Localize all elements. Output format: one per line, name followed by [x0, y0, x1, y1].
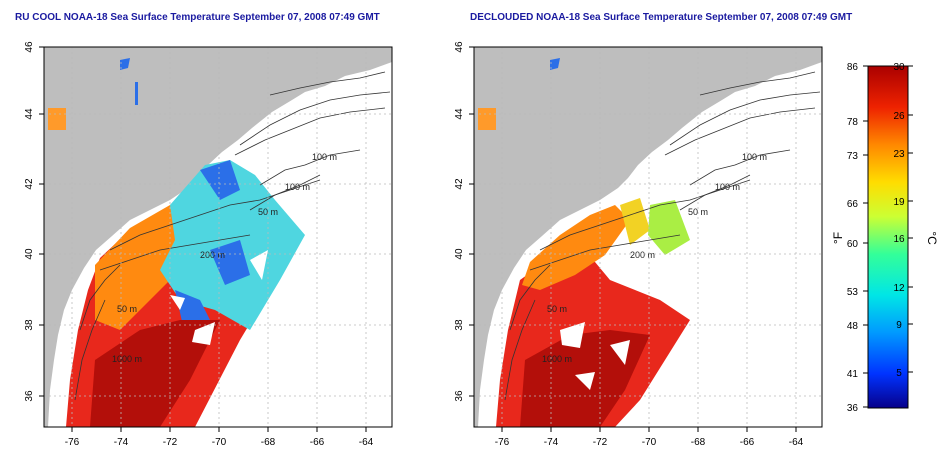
- sst-swath-dark-red: [90, 320, 220, 427]
- sst-declouded-orange: [522, 205, 630, 290]
- contour-label: 50 m: [117, 304, 137, 314]
- left-map-panel: 100 m 100 m 50 m 200 m 50 m 1000 m: [24, 41, 393, 448]
- lon-tick-label: -66: [740, 437, 755, 448]
- right-map-title: DECLOUDED NOAA-18 Sea Surface Temperatur…: [470, 12, 853, 23]
- lon-tick-label: -64: [359, 437, 374, 448]
- contour-label: 100 m: [742, 152, 767, 162]
- contour-label: 1000 m: [112, 354, 142, 364]
- lon-tick-label: -74: [114, 437, 129, 448]
- lat-tick-label: 44: [24, 108, 35, 120]
- lon-tick-label: -64: [789, 437, 804, 448]
- colorbar-c-tick: 30: [893, 62, 905, 73]
- lat-tick-label: 44: [454, 108, 465, 120]
- colorbar-f-tick: 53: [847, 287, 859, 298]
- colorbar-c-tick: 26: [893, 111, 905, 122]
- contour-label: 100 m: [715, 182, 740, 192]
- lon-tick-label: -66: [310, 437, 325, 448]
- colorbar-f-tick: 60: [847, 239, 859, 250]
- left-map-title: RU COOL NOAA-18 Sea Surface Temperature …: [15, 12, 380, 23]
- lat-tick-label: 46: [454, 41, 465, 53]
- lon-tick-label: -68: [691, 437, 706, 448]
- colorbar-f-tick: 78: [847, 117, 859, 128]
- land-mass: [474, 47, 822, 427]
- lat-tick-label: 42: [454, 178, 465, 190]
- sst-declouded-green: [648, 200, 690, 255]
- colorbar-unit-celsius: °C: [925, 231, 939, 245]
- lat-tick-label: 38: [24, 319, 35, 331]
- contour-label: 100 m: [285, 182, 310, 192]
- right-map-panel: 100 m 100 m 50 m 200 m 50 m 1000 m: [454, 41, 823, 448]
- lat-tick-label: 36: [24, 390, 35, 402]
- colorbar-f-tick: 73: [847, 151, 859, 162]
- colorbar-f-tick: 66: [847, 199, 859, 210]
- lat-tick-label: 38: [454, 319, 465, 331]
- colorbar-c-tick: 12: [893, 283, 905, 294]
- colorbar-gradient: [867, 65, 909, 409]
- lat-tick-label: 40: [454, 248, 465, 260]
- colorbar-unit-fahrenheit: °F: [831, 232, 845, 244]
- colorbar-f-tick: 86: [847, 62, 859, 73]
- lat-tick-label: 40: [24, 248, 35, 260]
- lon-tick-label: -70: [642, 437, 657, 448]
- lon-tick-label: -70: [212, 437, 227, 448]
- lon-tick-label: -76: [495, 437, 510, 448]
- lat-tick-label: 46: [24, 41, 35, 53]
- lon-tick-label: -74: [544, 437, 559, 448]
- colorbar-c-tick: 16: [893, 234, 905, 245]
- grid-lines: [474, 47, 822, 427]
- lon-tick-label: -68: [261, 437, 276, 448]
- lat-tick-label: 42: [24, 178, 35, 190]
- colorbar-c-tick: 19: [893, 197, 905, 208]
- lon-tick-label: -72: [163, 437, 178, 448]
- colorbar-c-tick: 23: [893, 149, 905, 160]
- colorbar: 86 78 73 66 60 53 48 41 36 30 26 23 19 1…: [831, 62, 939, 414]
- colorbar-c-tick: 9: [896, 320, 902, 331]
- contour-label: 100 m: [312, 152, 337, 162]
- colorbar-f-tick: 48: [847, 321, 859, 332]
- lon-tick-label: -72: [593, 437, 608, 448]
- lat-tick-label: 36: [454, 390, 465, 402]
- colorbar-c-tick: 5: [896, 368, 902, 379]
- sst-swath-blue: [175, 160, 250, 335]
- contour-label: 200 m: [200, 250, 225, 260]
- contour-label: 200 m: [630, 250, 655, 260]
- grid-lines: [44, 47, 392, 427]
- contour-label: 1000 m: [542, 354, 572, 364]
- colorbar-f-tick: 36: [847, 403, 859, 414]
- sst-declouded-yellow: [620, 198, 650, 245]
- colorbar-f-tick: 41: [847, 369, 859, 380]
- land-mass: [44, 47, 392, 427]
- contour-label: 50 m: [547, 304, 567, 314]
- lon-tick-label: -76: [65, 437, 80, 448]
